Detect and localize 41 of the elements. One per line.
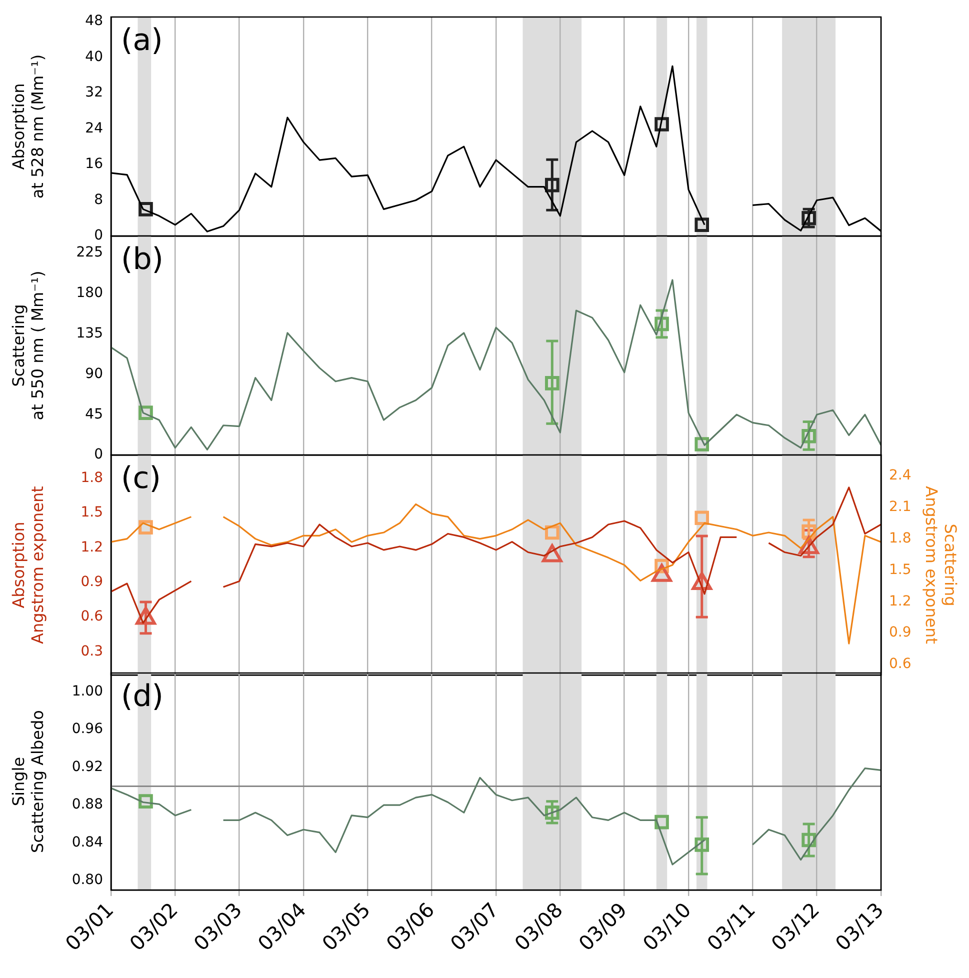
y-tick-label: 0 [94,228,103,244]
y-tick-label: 1.5 [80,504,103,521]
y-tick-label: 225 [76,244,103,261]
annotation: (b) [121,242,164,277]
y-tick-label: 90 [85,366,103,382]
y2-tick-label: 1.8 [889,530,912,546]
y-axis-title: Absorption at 528 nm (Mm⁻¹) [8,54,47,199]
annotation: (a) [121,22,163,58]
y-tick-label: 1.00 [72,684,103,700]
y-tick-label: 0.6 [80,608,104,625]
y2-tick-label: 1.2 [889,593,912,610]
annotation: (d) [121,678,164,714]
y2-axis-title: Scattering Angstrom exponent [922,486,960,644]
y-tick-label: 1.8 [80,470,103,486]
y2-tick-label: 1.5 [889,562,912,578]
y-tick-label: 48 [85,13,103,30]
y-tick-label: 180 [76,285,103,302]
y-axis-title: Scattering at 550 nm ( Mm⁻¹) [8,270,47,420]
y-tick-label: 135 [76,325,103,342]
y-tick-label: 24 [85,120,104,136]
y2-tick-label: 2.4 [889,468,912,484]
y-tick-label: 0.92 [72,758,103,775]
annotation: (c) [121,460,161,496]
y-tick-label: 45 [85,406,103,422]
y-tick-label: 16 [85,156,104,172]
y-tick-label: 1.2 [80,539,103,556]
y2-tick-label: 0.6 [889,656,912,672]
y-tick-label: 0.80 [72,872,103,888]
y-tick-label: 40 [85,48,103,65]
y-tick-label: 8 [94,192,103,208]
y2-tick-label: 0.9 [889,624,912,641]
y-tick-label: 0.96 [72,721,104,738]
y-axis-title: Absorption Angstrom exponent [8,486,47,644]
y-axis-title: Single Scattering Albedo [8,710,47,853]
y-tick-label: 32 [85,84,103,101]
y-tick-label: 0.9 [80,574,103,590]
y2-tick-label: 2.1 [889,499,912,516]
y-tick-label: 0.84 [72,834,104,850]
y-tick-label: 0.88 [72,796,103,813]
y-tick-label: 0.3 [80,643,103,660]
y-tick-label: 0 [94,446,103,463]
